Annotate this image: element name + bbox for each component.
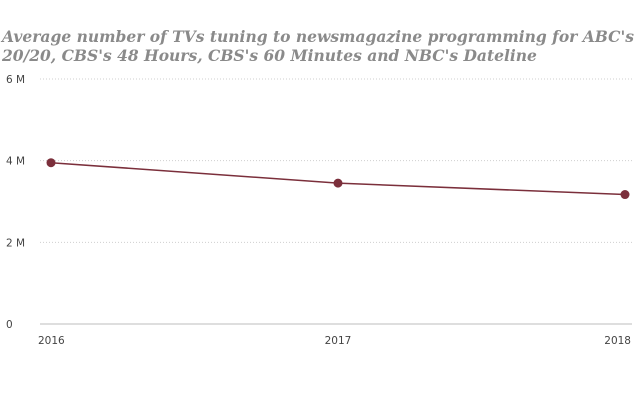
y-axis-tick-labels: 0 2 M 4 M 6 M bbox=[6, 74, 25, 331]
chart-title-line-1: Average number of TVs tuning to newsmaga… bbox=[2, 27, 634, 46]
y-tick-label-3: 6 M bbox=[6, 74, 25, 86]
grid-lines bbox=[40, 78, 632, 325]
x-tick-label-2018: 2018 bbox=[604, 335, 631, 347]
chart-title-line-2: 20/20, CBS's 48 Hours, CBS's 60 Minutes … bbox=[2, 46, 537, 65]
data-point-2017[interactable] bbox=[333, 178, 343, 188]
x-tick-label-2017: 2017 bbox=[325, 335, 352, 347]
data-point-2018[interactable] bbox=[620, 190, 630, 200]
y-tick-label-2: 4 M bbox=[6, 156, 25, 168]
x-axis-tick-labels: 2016 2017 2018 bbox=[38, 335, 631, 347]
series-layer bbox=[46, 158, 630, 200]
x-tick-label-2016: 2016 bbox=[38, 335, 65, 347]
chart-title: Average number of TVs tuning to newsmaga… bbox=[2, 27, 634, 65]
data-point-2016[interactable] bbox=[46, 158, 56, 168]
y-tick-label-1: 2 M bbox=[6, 237, 25, 249]
y-tick-label-0: 0 bbox=[6, 319, 13, 331]
